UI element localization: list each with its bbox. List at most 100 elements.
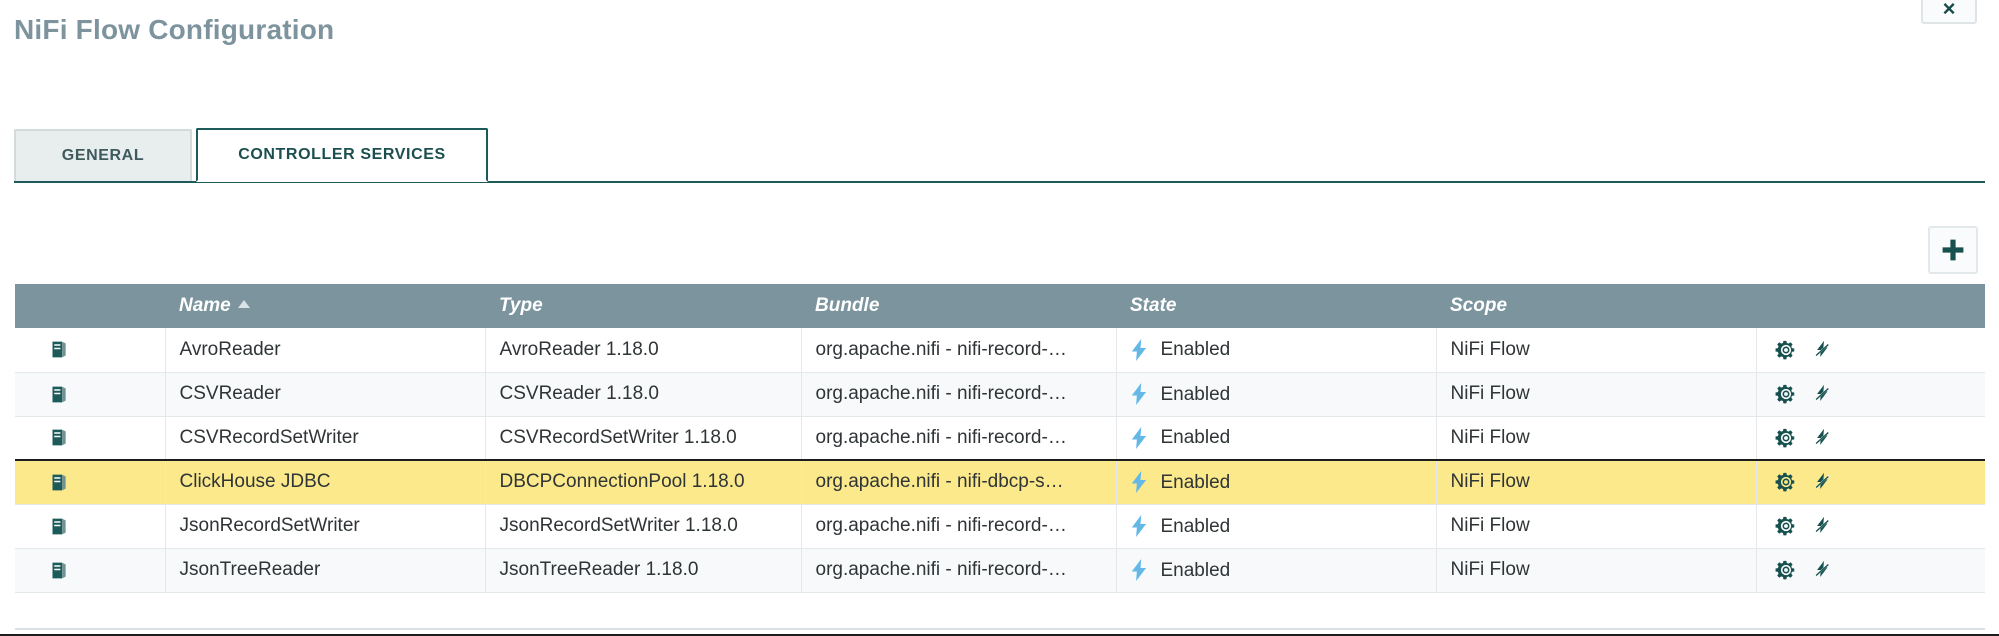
column-header-state[interactable]: State — [1116, 284, 1436, 328]
lightning-bolt-icon — [1131, 471, 1146, 494]
state-label: Enabled — [1160, 559, 1231, 581]
lightning-bolt-slash-icon[interactable] — [1811, 515, 1833, 537]
disable-service-button[interactable] — [1811, 559, 1833, 581]
tab-controller-services[interactable]: CONTROLLER SERVICES — [196, 128, 488, 182]
cell-actions — [1756, 504, 1985, 549]
cell-name: AvroReader — [165, 328, 486, 373]
tab-underline — [14, 181, 1985, 183]
disable-service-button[interactable] — [1811, 515, 1833, 537]
cell-actions — [1756, 372, 1985, 417]
lightning-bolt-slash-icon[interactable] — [1811, 427, 1833, 449]
lightning-bolt-icon — [1131, 338, 1146, 361]
lightning-bolt-slash-icon[interactable] — [1811, 383, 1833, 405]
row-type-icon-cell — [15, 328, 166, 373]
state-label: Enabled — [1160, 427, 1231, 449]
book-icon — [52, 429, 66, 446]
cell-state: Enabled — [1116, 459, 1437, 505]
row-type-icon-cell — [15, 416, 166, 461]
cell-bundle: org.apache.nifi - nifi-record-… — [801, 548, 1117, 593]
book-icon — [52, 562, 66, 578]
gear-icon[interactable] — [1775, 383, 1797, 405]
gear-icon[interactable] — [1775, 515, 1797, 537]
lightning-bolt-icon — [1131, 559, 1146, 581]
tab-controller-services-label: CONTROLLER SERVICES — [238, 146, 446, 163]
row-type-icon-cell — [15, 372, 166, 417]
column-header-scope[interactable]: Scope — [1436, 284, 1756, 328]
disable-service-button[interactable] — [1811, 383, 1833, 405]
cell-state: Enabled — [1116, 416, 1437, 461]
cell-state: Enabled — [1116, 548, 1437, 593]
column-header-scope-label: Scope — [1450, 295, 1508, 316]
state-label: Enabled — [1160, 471, 1231, 493]
gear-icon[interactable] — [1775, 471, 1797, 493]
gear-icon[interactable] — [1775, 559, 1797, 581]
table-row[interactable]: JsonRecordSetWriter JsonRecordSetWriter 1… — [15, 504, 1985, 549]
column-header-actions — [1756, 284, 1985, 328]
lightning-bolt-icon — [1131, 515, 1146, 537]
close-window-button[interactable]: × — [1921, 0, 1977, 24]
cell-actions — [1756, 328, 1985, 373]
cell-actions — [1756, 459, 1985, 505]
column-header-type-label: Type — [499, 295, 543, 316]
configure-service-button[interactable] — [1775, 427, 1797, 449]
table-row[interactable]: CSVRecordSetWriter CSVRecordSetWriter 1.1… — [15, 416, 1985, 461]
cell-scope: NiFi Flow — [1436, 372, 1757, 417]
gear-icon[interactable] — [1775, 427, 1797, 449]
disable-service-button[interactable] — [1811, 339, 1833, 361]
cell-name: CSVReader — [165, 372, 486, 417]
disable-service-button[interactable] — [1811, 471, 1833, 493]
book-icon — [52, 386, 66, 402]
disable-service-button[interactable] — [1811, 427, 1833, 449]
footer-divider — [0, 634, 1999, 636]
configure-service-button[interactable] — [1775, 383, 1797, 405]
column-header-icon — [15, 284, 165, 328]
state-label: Enabled — [1160, 383, 1231, 405]
lightning-bolt-icon — [1131, 426, 1146, 449]
cell-bundle: org.apache.nifi - nifi-dbcp-s… — [801, 459, 1117, 505]
add-controller-service-button[interactable] — [1928, 226, 1978, 274]
table-header-row: Name Type Bundle State Scope — [15, 284, 1985, 328]
column-header-bundle[interactable]: Bundle — [801, 284, 1116, 328]
cell-state: Enabled — [1116, 328, 1437, 373]
tab-general[interactable]: GENERAL — [14, 129, 192, 181]
table-bottom-divider — [15, 628, 1985, 630]
cell-name: CSVRecordSetWriter — [165, 416, 486, 461]
table-row[interactable]: ClickHouse JDBC DBCPConnectionPool 1.18.0… — [15, 459, 1985, 505]
column-header-name-label: Name — [179, 295, 231, 316]
controller-services-table: Name Type Bundle State Scope — [15, 284, 1985, 593]
cell-scope: NiFi Flow — [1436, 504, 1757, 549]
cell-state: Enabled — [1116, 504, 1437, 549]
cell-type: CSVReader 1.18.0 — [485, 372, 802, 417]
cell-name: ClickHouse JDBC — [165, 459, 486, 505]
cell-type: DBCPConnectionPool 1.18.0 — [485, 459, 802, 505]
table-row[interactable]: CSVReader CSVReader 1.18.0 org.apache.nifi… — [15, 372, 1985, 417]
lightning-bolt-slash-icon[interactable] — [1811, 559, 1833, 581]
table-row[interactable]: JsonTreeReader JsonTreeReader 1.18.0 org.a… — [15, 548, 1985, 593]
column-header-type[interactable]: Type — [485, 284, 801, 328]
cell-bundle: org.apache.nifi - nifi-record-… — [801, 328, 1117, 373]
lightning-bolt-slash-icon[interactable] — [1811, 339, 1833, 361]
cell-type: AvroReader 1.18.0 — [485, 328, 802, 373]
configure-service-button[interactable] — [1775, 339, 1797, 361]
gear-icon[interactable] — [1775, 339, 1797, 361]
book-icon — [52, 341, 66, 358]
cell-scope: NiFi Flow — [1436, 328, 1757, 373]
column-header-name[interactable]: Name — [165, 284, 485, 328]
configure-service-button[interactable] — [1775, 515, 1797, 537]
cell-name: JsonTreeReader — [165, 548, 486, 593]
cell-type: CSVRecordSetWriter 1.18.0 — [485, 416, 802, 461]
cell-actions — [1756, 416, 1985, 461]
configure-service-button[interactable] — [1775, 471, 1797, 493]
state-label: Enabled — [1160, 339, 1231, 361]
cell-actions — [1756, 548, 1985, 593]
cell-type: JsonTreeReader 1.18.0 — [485, 548, 802, 593]
page-title: NiFi Flow Configuration — [14, 14, 335, 45]
configure-service-button[interactable] — [1775, 559, 1797, 581]
row-type-icon-cell — [15, 504, 166, 549]
table-row[interactable]: AvroReader AvroReader 1.18.0 org.apache.ni… — [15, 328, 1985, 373]
cell-scope: NiFi Flow — [1436, 459, 1757, 505]
sort-ascending-icon — [237, 300, 250, 308]
book-icon — [52, 474, 66, 491]
lightning-bolt-slash-icon[interactable] — [1811, 471, 1833, 493]
row-type-icon-cell — [15, 459, 166, 505]
